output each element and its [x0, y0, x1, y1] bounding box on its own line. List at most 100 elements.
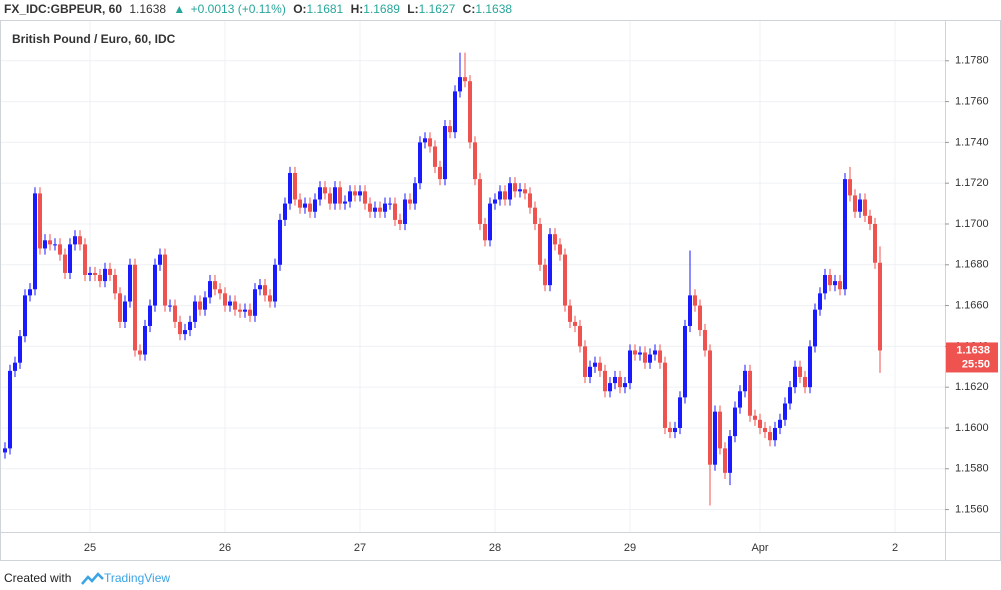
candle-body	[608, 383, 612, 392]
y-tick-label: 1.1760	[955, 95, 989, 107]
y-tick-label: 1.1700	[955, 218, 989, 230]
ohlc-value: 1.1627	[419, 2, 456, 16]
last: 1.1638	[129, 2, 166, 16]
candle-body	[583, 346, 587, 377]
candle-body	[173, 305, 177, 322]
candle-body	[573, 321, 577, 326]
header: FX_IDC:GBPEUR, 60 1.1638 ▲ +0.0013 (+0.1…	[4, 2, 512, 16]
x-tick-label: 2	[892, 542, 898, 554]
footer-brand[interactable]: TradingView	[104, 571, 170, 585]
candle-body	[168, 305, 172, 307]
candle-body	[813, 309, 817, 347]
candle-body	[203, 297, 207, 310]
candle-body	[818, 293, 822, 310]
candle-body	[478, 179, 482, 224]
candle-body	[403, 199, 407, 224]
candle-body	[308, 203, 312, 212]
candle-body	[593, 362, 597, 367]
countdown: 25:50	[962, 358, 990, 370]
candle-body	[398, 219, 402, 224]
candle-body	[418, 142, 422, 184]
candle-body	[873, 223, 877, 263]
candle-body	[443, 126, 447, 180]
candle-body	[848, 179, 852, 196]
y-tick-label: 1.1740	[955, 136, 989, 148]
candle-body	[468, 81, 472, 143]
candle-body	[8, 370, 12, 449]
candle-body	[648, 354, 652, 363]
candle-body	[798, 366, 802, 377]
candle-body	[738, 391, 742, 408]
candle-body	[663, 362, 667, 428]
candle-body	[778, 419, 782, 428]
ohlc-label: L:	[407, 2, 418, 16]
ohlc-value: 1.1638	[475, 2, 512, 16]
y-tick-label: 1.1600	[955, 422, 989, 434]
change: +0.0013 (+0.11%)	[191, 2, 286, 16]
candle-body	[228, 301, 232, 306]
candle-body	[508, 183, 512, 200]
candle-body	[393, 203, 397, 220]
candle-body	[733, 407, 737, 437]
candle-body	[378, 207, 382, 212]
candle-body	[788, 387, 792, 404]
candle-body	[858, 199, 862, 212]
candle-body	[38, 193, 42, 249]
candle-body	[743, 370, 747, 392]
candle-body	[248, 309, 252, 316]
candle-body	[148, 305, 152, 326]
x-tick-label: 28	[489, 542, 501, 554]
candle-body	[568, 305, 572, 322]
candle-body	[503, 191, 507, 200]
candle-body	[473, 142, 477, 180]
candle-body	[678, 397, 682, 428]
symbol: FX_IDC:GBPEUR, 60	[4, 2, 122, 16]
candle-body	[753, 415, 757, 420]
candle-body	[598, 362, 602, 371]
ohlc-label: O:	[293, 2, 306, 16]
y-tick-label: 1.1680	[955, 259, 989, 271]
candle-body	[493, 199, 497, 204]
candle-body	[263, 285, 267, 296]
candle-body	[498, 191, 502, 200]
candle-body	[703, 330, 707, 351]
candle-body	[513, 183, 517, 192]
candle-body	[643, 352, 647, 363]
candle-body	[193, 301, 197, 322]
candle-body	[138, 350, 142, 355]
candle-body	[773, 427, 777, 441]
x-tick-label: 27	[354, 542, 366, 554]
candle-body	[623, 383, 627, 388]
candle-body	[83, 244, 87, 275]
candle-body	[803, 376, 807, 388]
candle-body	[438, 166, 442, 180]
candle-body	[323, 187, 327, 194]
logo	[81, 572, 104, 585]
y-tick-label: 1.1620	[955, 381, 989, 393]
candle-body	[108, 268, 112, 275]
candle-body	[348, 191, 352, 202]
candles	[3, 52, 882, 506]
candle-body	[823, 274, 827, 294]
candle-body	[183, 330, 187, 335]
candle-body	[553, 234, 557, 245]
candle-body	[68, 244, 72, 273]
candle-body	[563, 254, 567, 306]
candle-body	[353, 191, 357, 196]
candle-body	[638, 352, 642, 355]
candle-body	[543, 264, 547, 286]
candle-body	[618, 376, 622, 388]
candle-body	[673, 427, 677, 433]
candle-body	[613, 376, 617, 384]
candle-body	[298, 199, 302, 208]
ohlc-value: 1.1689	[363, 2, 400, 16]
candle-body	[708, 350, 712, 465]
candle-body	[358, 191, 362, 196]
x-tick-label: 25	[84, 542, 96, 554]
candle-body	[668, 427, 672, 433]
candle-body	[368, 203, 372, 212]
candle-body	[198, 301, 202, 310]
candle-body	[328, 193, 332, 204]
